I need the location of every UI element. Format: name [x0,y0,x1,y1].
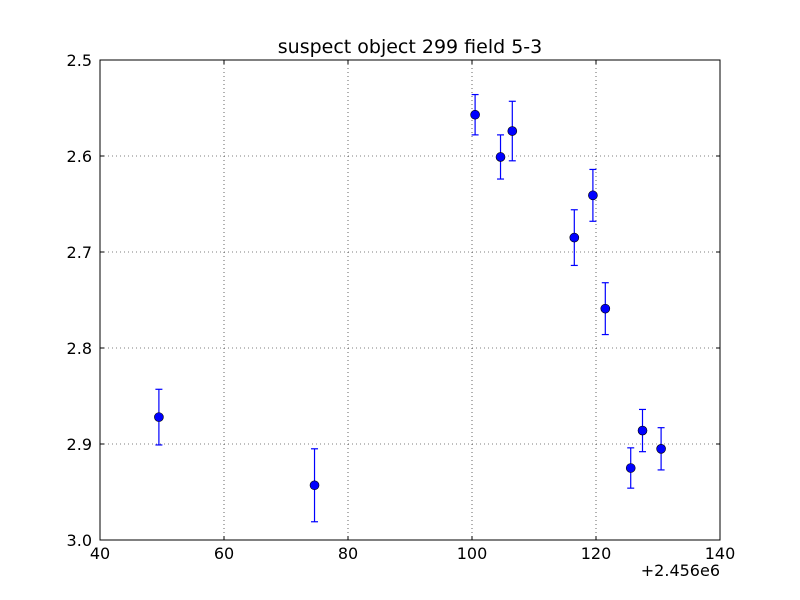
data-point [470,109,480,120]
y-tick-label: 2.5 [67,51,92,70]
data-point [507,126,518,136]
error-bars [155,93,665,523]
data-point [569,232,580,243]
data-point [625,463,636,473]
y-tick-label: 2.6 [67,147,92,166]
data-point [656,443,666,454]
data-point [637,425,648,436]
axis-ticks: 40 60 80 100 120 140 2.5 2.6 2.7 2.8 2.9 3.0 [67,51,736,563]
y-tick-label: 2.8 [67,339,92,358]
data-point [495,152,506,162]
data-point [154,412,164,422]
x-tick-label: 40 [90,544,110,563]
data-point [309,480,320,491]
data-point [600,303,611,314]
chart-title: suspect object 299 field 5-3 [278,36,543,58]
x-tick-label: 80 [338,544,358,563]
x-axis-offset-label: +2.456e6 [641,561,720,580]
plot-frame [99,59,721,541]
x-tick-label: 100 [457,544,488,563]
x-tick-label: 140 [705,544,736,563]
y-tick-label: 2.7 [67,243,92,262]
grid-lines [100,60,720,540]
y-tick-label: 2.9 [67,435,92,454]
data-points [154,109,666,491]
x-tick-label: 60 [214,544,234,563]
x-tick-label: 120 [581,544,612,563]
data-point [588,190,598,201]
y-tick-label: 3.0 [67,531,92,550]
